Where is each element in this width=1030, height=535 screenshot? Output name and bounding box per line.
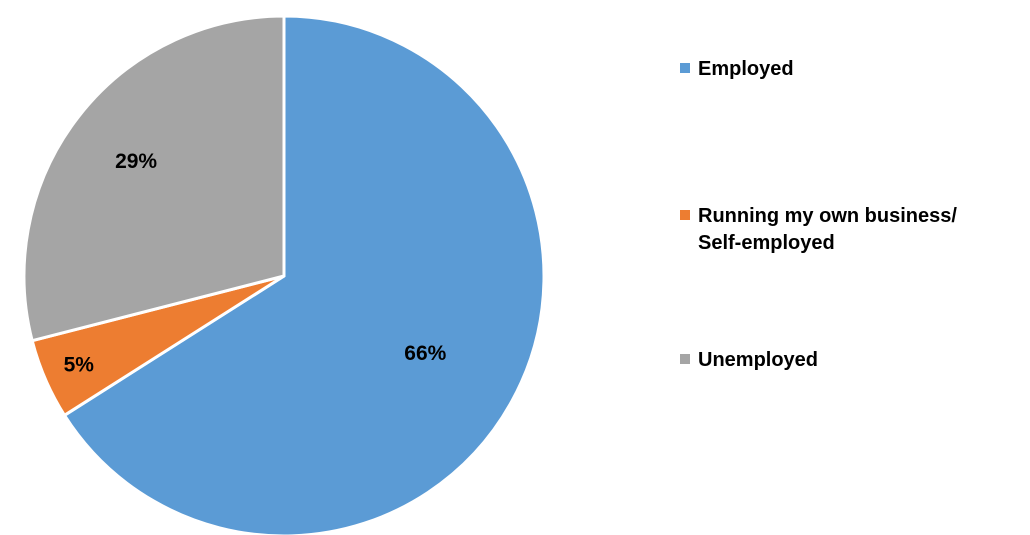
pie-slice-employed <box>62 14 546 535</box>
legend-label-employed: Employed <box>698 58 794 80</box>
legend-item-unemployed: Unemployed <box>680 347 818 374</box>
pie-slice-unemployed <box>22 14 286 343</box>
data-label-self-employed: 5% <box>64 353 95 376</box>
data-label-employed: 66% <box>404 342 446 365</box>
data-label-unemployed: 29% <box>115 150 157 173</box>
legend-label-unemployed: Unemployed <box>698 349 819 371</box>
legend-swatch-unemployed <box>680 354 690 364</box>
legend-item-self-employed: Running my own business/ Self-employed <box>680 203 957 257</box>
legend-swatch-employed <box>680 63 690 73</box>
legend-swatch-self-employed <box>680 210 690 220</box>
legend-label-self-employed: Running my own business/ Self-employed <box>698 205 957 254</box>
pie-chart: 66% 5% 29% <box>22 14 546 535</box>
legend-item-employed: Employed <box>680 56 794 83</box>
